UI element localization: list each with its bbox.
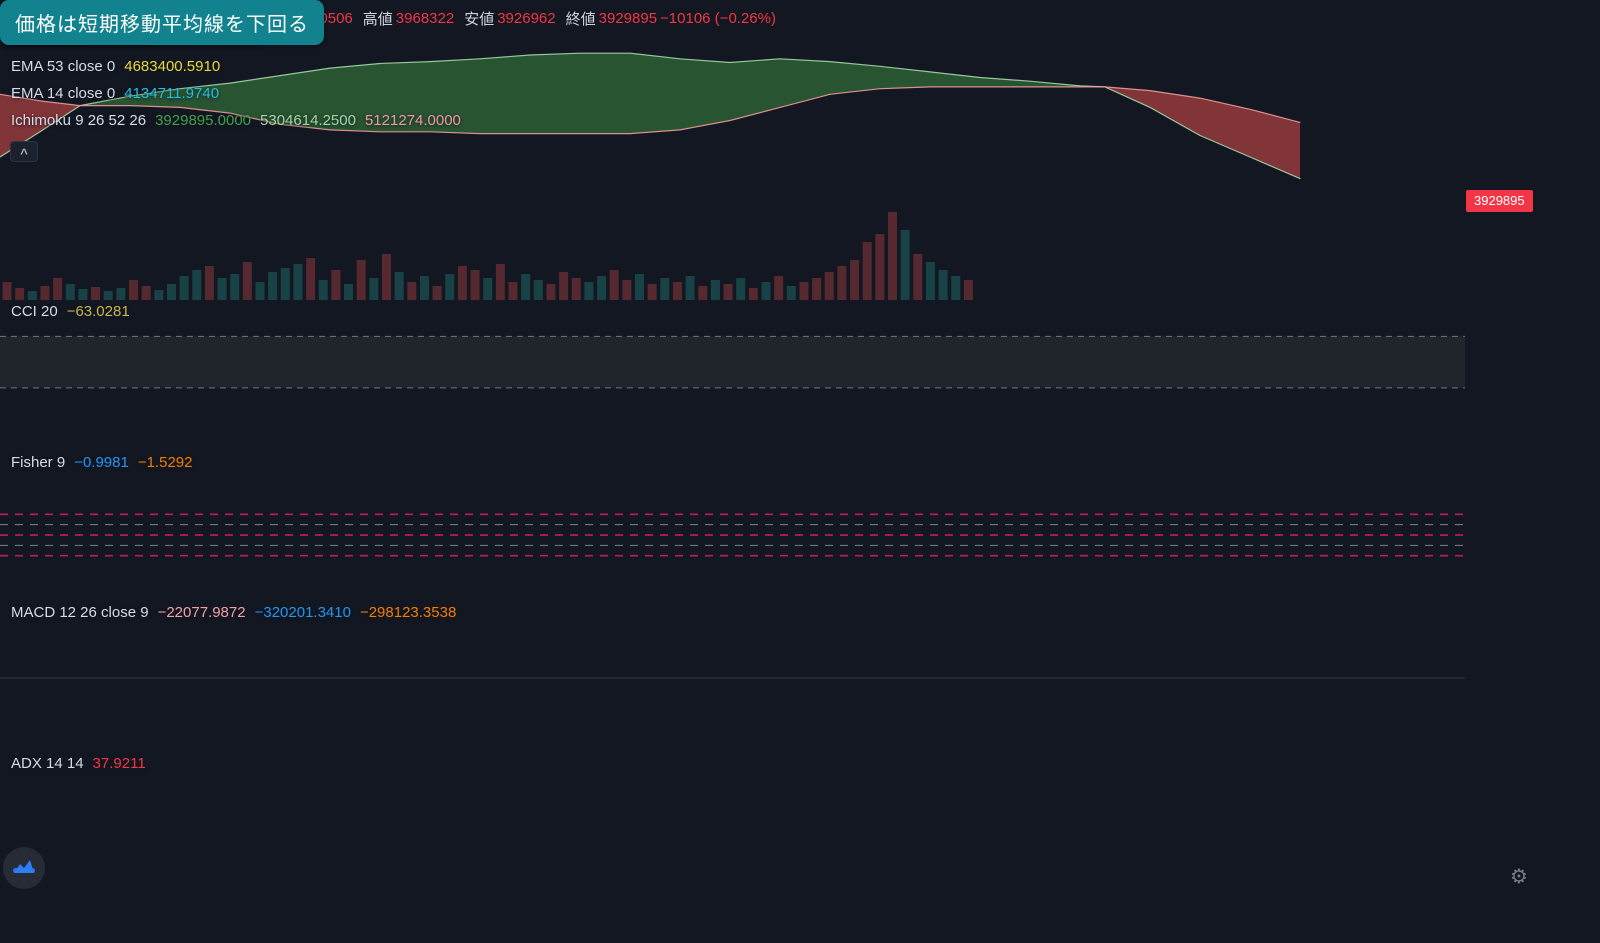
legend-ema14[interactable]: EMA 14 close 0 4134711.9740 [11, 85, 219, 102]
macd-line-value: −320201.3410 [254, 604, 351, 621]
ema53-value: 4683400.5910 [124, 58, 221, 75]
ichimoku-chikou-value: 3929895.0000 [155, 112, 252, 129]
high-value: 3968322 [395, 10, 455, 27]
legend-macd[interactable]: MACD 12 26 close 9 −22077.9872 −320201.3… [11, 604, 456, 621]
ema53-name: EMA 53 close 0 [11, 58, 116, 75]
gear-icon[interactable]: ⚙ [1510, 864, 1528, 889]
price-axis[interactable] [1465, 0, 1600, 910]
change-value: −10106 (−0.26%) [660, 10, 776, 27]
fisher-value: −0.9981 [74, 454, 129, 471]
macd-name: MACD 12 26 close 9 [11, 604, 149, 621]
legend-cci[interactable]: CCI 20 −63.0281 [11, 303, 130, 320]
fisher-trigger-value: −1.5292 [137, 454, 193, 471]
low-value: 3926962 [497, 10, 556, 27]
chevron-up-icon: ^ [20, 145, 28, 161]
macd-hist-value: −22077.9872 [157, 604, 246, 621]
tradingview-logo[interactable] [3, 847, 45, 889]
last-price-tag: 3929895 [1466, 190, 1533, 212]
ichimoku-senkou-a-value: 5304614.2500 [260, 112, 356, 129]
pane-collapse-button[interactable]: ^ [10, 141, 38, 162]
cci-value: −63.0281 [66, 303, 130, 320]
high-label: 高値 [362, 11, 393, 28]
annotation-callout-price[interactable]: 価格は短期移動平均線を下回る [0, 0, 324, 45]
legend-fisher[interactable]: Fisher 9 −0.9981 −1.5292 [11, 454, 192, 471]
adx-value: 37.9211 [92, 755, 146, 772]
ema14-name: EMA 14 close 0 [11, 85, 116, 102]
adx-name: ADX 14 14 [11, 755, 84, 772]
ema14-value: 4134711.9740 [124, 85, 220, 102]
gear-glyph: ⚙ [1510, 866, 1528, 888]
close-value: 3929895 [598, 10, 658, 27]
fisher-name: Fisher 9 [11, 454, 66, 471]
macd-signal-value: −298123.3538 [359, 604, 457, 621]
logo-mountain-icon [13, 860, 35, 873]
close-label: 終値 [565, 11, 596, 28]
legend-ema53[interactable]: EMA 53 close 0 4683400.5910 [11, 58, 220, 75]
time-axis[interactable] [0, 910, 1600, 943]
cci-name: CCI 20 [11, 303, 58, 320]
ichimoku-name: Ichimoku 9 26 52 26 [11, 112, 147, 129]
low-label: 安値 [464, 11, 495, 28]
legend-adx[interactable]: ADX 14 14 37.9211 [11, 755, 146, 772]
legend-ichimoku[interactable]: Ichimoku 9 26 52 26 3929895.0000 5304614… [11, 112, 461, 129]
ichimoku-senkou-b-value: 5121274.0000 [364, 112, 461, 129]
